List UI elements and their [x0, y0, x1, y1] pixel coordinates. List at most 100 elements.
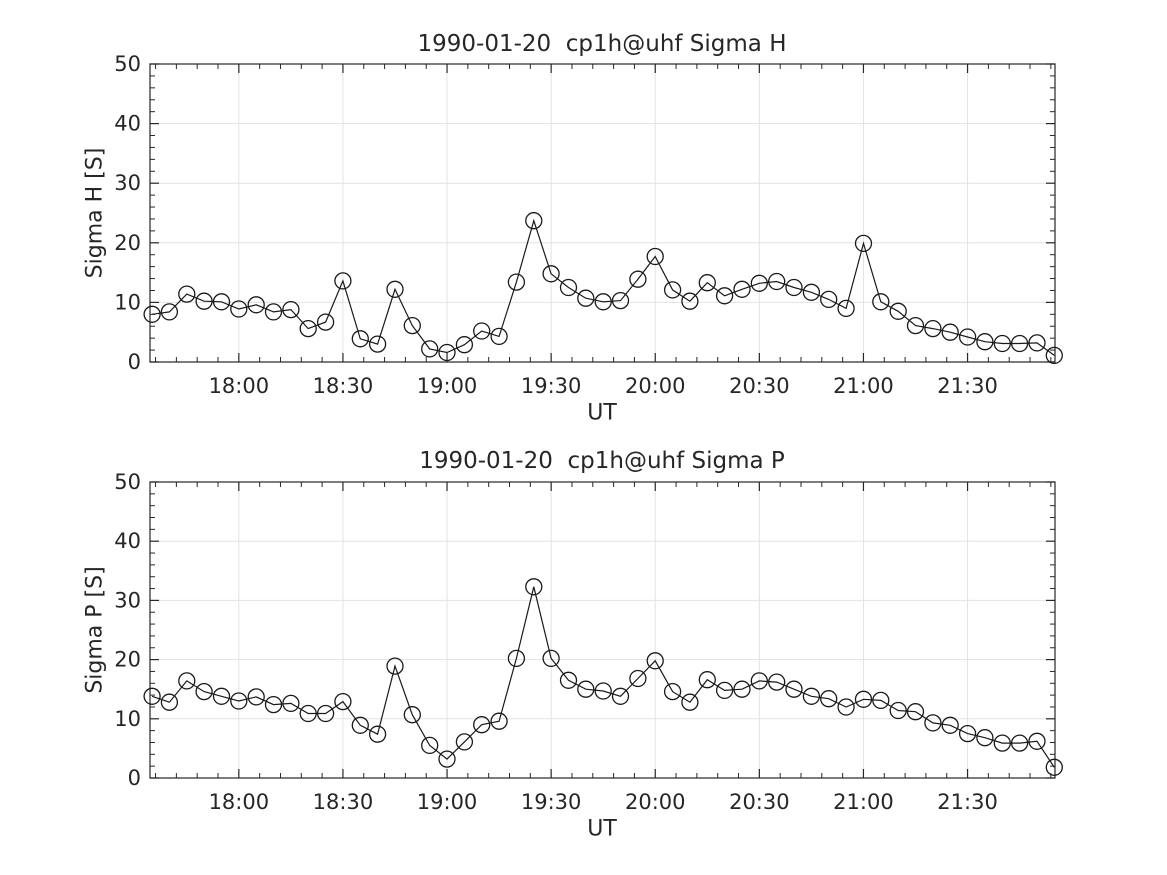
data-point: [698, 671, 716, 689]
axes-box: [149, 481, 1056, 779]
y-tick-label: 40: [114, 112, 141, 136]
data-point: [924, 714, 942, 732]
data-point: [421, 340, 439, 358]
data-point: [421, 736, 439, 755]
data-point: [160, 693, 179, 711]
data-point: [1045, 758, 1063, 776]
data-point: [316, 704, 335, 723]
axes-box: [149, 63, 1056, 363]
data-point: [143, 687, 161, 705]
x-tick-label: 20:00: [625, 790, 686, 814]
sigma-p-ylabel: Sigma P [S]: [82, 566, 108, 694]
data-line: [152, 218, 1055, 356]
data-point: [438, 343, 456, 362]
data-point: [768, 673, 786, 691]
data-point: [282, 300, 300, 319]
x-tick-label: 21:00: [833, 790, 894, 814]
data-point: [507, 649, 526, 668]
data-point: [750, 672, 768, 690]
x-tick-label: 18:30: [313, 790, 374, 814]
sigma-p-xlabel-ut: UT: [587, 816, 617, 842]
data-point: [802, 687, 821, 705]
y-tick-label: 40: [114, 529, 141, 553]
data-point: [941, 716, 959, 734]
data-point: [976, 729, 994, 747]
y-tick-label: 20: [114, 648, 141, 672]
data-point: [403, 316, 421, 335]
data-point: [837, 299, 855, 318]
data-point: [854, 234, 873, 253]
x-tick-label: 19:30: [521, 374, 582, 398]
data-point: [1010, 334, 1029, 353]
data-point: [906, 316, 925, 335]
data-point: [993, 734, 1011, 752]
data-point: [958, 328, 977, 346]
data-point: [299, 319, 317, 338]
data-point: [525, 578, 543, 596]
data-point: [681, 693, 699, 711]
data-point: [559, 671, 578, 689]
data-point: [559, 278, 578, 297]
data-point: [195, 682, 213, 701]
data-point: [958, 724, 977, 743]
y-tick-label: 10: [114, 707, 141, 731]
data-point: [715, 681, 734, 700]
data-point: [924, 319, 942, 338]
data-point: [750, 274, 768, 292]
sigma-p-plot: 18:00 18:30 19:00 19:30 20:00 20:30 21:00 21:30…: [114, 470, 1063, 814]
data-point: [768, 272, 786, 291]
data-point: [230, 300, 248, 318]
data-point: [282, 694, 300, 713]
data-point: [611, 687, 630, 705]
y-tick-label: 10: [114, 290, 141, 314]
data-point: [438, 750, 456, 768]
sigma-p-title: 1990-01-20 cp1h@uhf Sigma P: [419, 448, 785, 474]
data-point: [264, 303, 283, 321]
data-point: [785, 680, 803, 698]
data-point: [872, 691, 890, 710]
data-point: [594, 682, 612, 700]
sigma-h-xlabel-ut: UT: [587, 400, 617, 426]
y-tick-label: 20: [114, 231, 141, 255]
data-point: [351, 716, 369, 734]
y-tick-label: 30: [114, 588, 141, 612]
y-tick-label: 50: [114, 470, 141, 494]
x-tick-label: 19:30: [521, 790, 582, 814]
data-point: [629, 270, 647, 288]
data-point: [455, 733, 474, 751]
data-point: [368, 725, 387, 743]
data-point: [212, 293, 231, 311]
data-point: [403, 706, 421, 724]
data-point: [785, 278, 803, 297]
x-tick-label: 18:00: [209, 374, 270, 398]
data-point: [663, 682, 682, 701]
data-point: [316, 313, 335, 331]
data-point: [178, 672, 196, 690]
y-tick-label: 50: [114, 52, 141, 76]
data-point: [473, 716, 491, 734]
data-point: [264, 695, 283, 714]
data-point: [247, 296, 265, 314]
data-point: [542, 265, 560, 283]
x-tick-label: 21:30: [937, 374, 998, 398]
sigma-h-title: 1990-01-20 cp1h@uhf Sigma H: [417, 31, 787, 57]
data-point: [854, 690, 873, 708]
data-point: [663, 281, 682, 299]
sigma-h-ylabel: Sigma H [S]: [82, 147, 108, 279]
data-point: [577, 289, 595, 307]
data-point: [733, 680, 751, 698]
data-point: [525, 212, 543, 230]
data-point: [872, 293, 890, 311]
data-point: [195, 292, 213, 310]
data-point: [1028, 334, 1046, 352]
data-point: [941, 323, 959, 341]
x-tick-label: 19:00: [417, 790, 478, 814]
data-point: [299, 704, 317, 723]
data-point: [698, 274, 716, 292]
x-tick-label: 18:30: [313, 374, 374, 398]
data-point: [507, 273, 526, 291]
data-point: [542, 649, 560, 668]
x-tick-label: 20:30: [729, 790, 790, 814]
